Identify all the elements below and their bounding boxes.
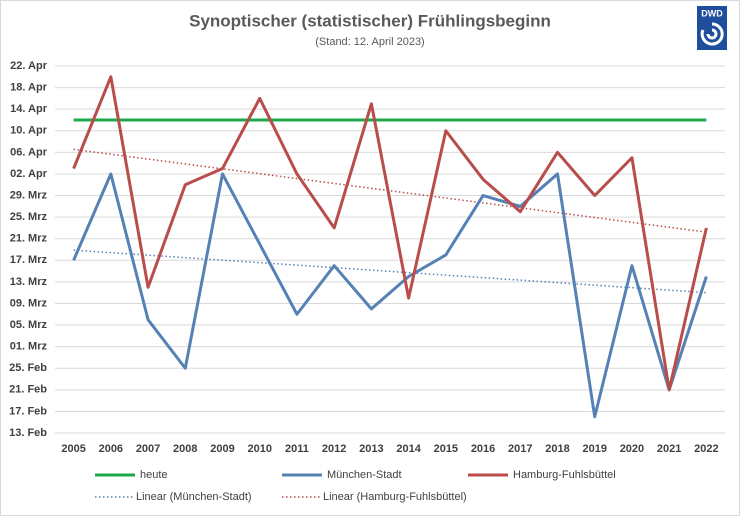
logo: DWD	[697, 6, 727, 50]
x-tick-label: 2014	[396, 443, 421, 455]
x-tick-label: 2022	[694, 443, 718, 455]
x-tick-label: 2020	[620, 443, 644, 455]
y-tick-label: 22. Apr	[10, 60, 48, 72]
x-tick-label: 2021	[657, 443, 681, 455]
x-tick-label: 2015	[434, 443, 458, 455]
y-tick-label: 17. Feb	[9, 405, 47, 417]
y-tick-label: 25. Mrz	[10, 211, 48, 223]
x-tick-label: 2013	[359, 443, 383, 455]
y-tick-label: 25. Feb	[9, 362, 47, 374]
x-tick-label: 2008	[173, 443, 197, 455]
y-tick-label: 05. Mrz	[10, 319, 48, 331]
y-tick-label: 29. Mrz	[10, 189, 48, 201]
x-tick-label: 2007	[136, 443, 160, 455]
x-tick-label: 2006	[99, 443, 123, 455]
x-tick-label: 2011	[285, 443, 309, 455]
x-tick-label: 2019	[582, 443, 606, 455]
y-tick-label: 14. Apr	[10, 103, 48, 115]
y-tick-label: 21. Mrz	[10, 233, 48, 245]
series-line	[72, 172, 708, 419]
y-tick-label: 10. Apr	[10, 125, 48, 137]
chart-subtitle: (Stand: 12. April 2023)	[315, 36, 424, 48]
x-tick-label: 2012	[322, 443, 346, 455]
y-tick-label: 21. Feb	[9, 384, 47, 396]
y-tick-label: 17. Mrz	[10, 254, 48, 266]
y-tick-label: 18. Apr	[10, 81, 48, 93]
x-tick-label: 2005	[61, 443, 85, 455]
x-tick-label: 2010	[247, 443, 271, 455]
legend-label: Linear (Hamburg-Fuhlsbüttel)	[323, 491, 467, 503]
y-tick-label: 02. Apr	[10, 168, 48, 180]
y-tick-label: 13. Feb	[9, 427, 47, 439]
legend-label: Linear (München-Stadt)	[136, 491, 252, 503]
y-tick-label: 01. Mrz	[10, 341, 48, 353]
x-tick-label: 2018	[545, 443, 569, 455]
legend-label: München-Stadt	[327, 469, 402, 481]
legend-label: Hamburg-Fuhlsbüttel	[513, 469, 616, 481]
x-tick-label: 2009	[210, 443, 234, 455]
y-tick-label: 06. Apr	[10, 146, 48, 158]
logo-swirl	[700, 22, 724, 46]
trend-line	[73, 249, 707, 294]
chart-title: Synoptischer (statistischer) Frühlingsbe…	[189, 11, 551, 30]
x-tick-label: 2016	[471, 443, 495, 455]
y-tick-label: 13. Mrz	[10, 276, 48, 288]
legend-label: heute	[140, 469, 168, 481]
y-tick-label: 09. Mrz	[10, 297, 48, 309]
series-line	[72, 75, 708, 392]
logo-text: DWD	[701, 8, 723, 18]
x-tick-label: 2017	[508, 443, 532, 455]
